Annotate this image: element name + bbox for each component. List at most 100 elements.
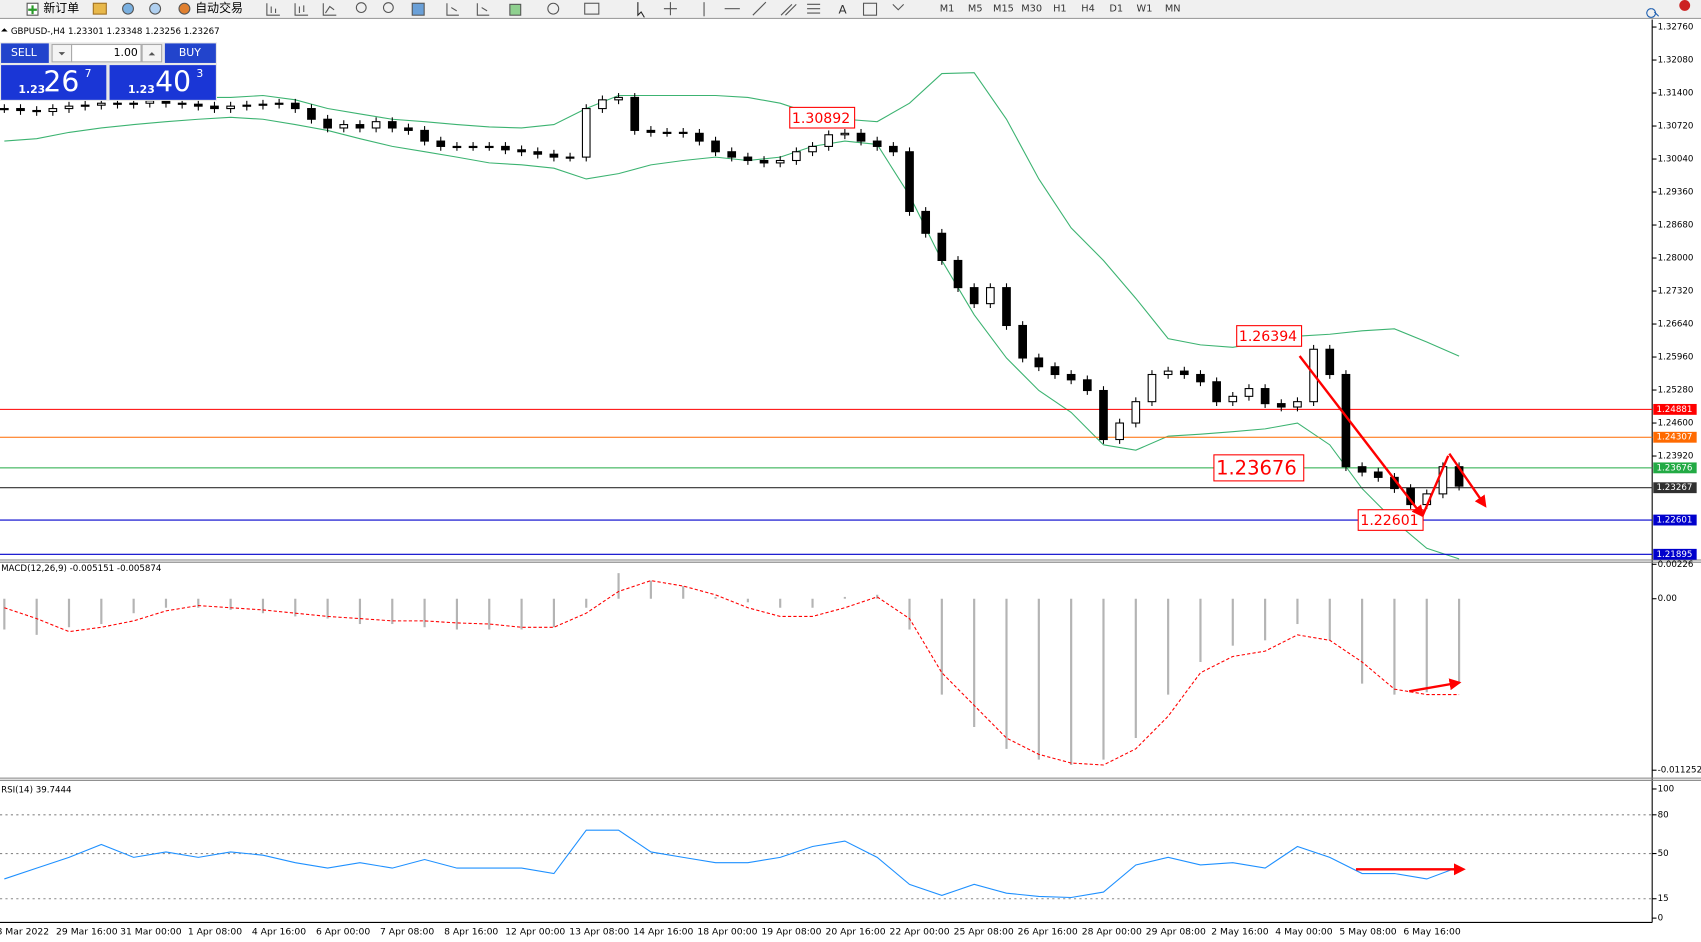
icon-navigator[interactable] xyxy=(149,2,162,15)
icon-candles[interactable] xyxy=(294,3,309,16)
icon-market[interactable] xyxy=(92,2,107,15)
icon-zoom-out[interactable] xyxy=(382,2,394,14)
candle-body xyxy=(145,100,155,104)
buy-button[interactable] xyxy=(164,43,216,63)
icon-tile[interactable] xyxy=(411,2,425,16)
y-tick-label: 0 xyxy=(1658,914,1664,924)
candle-body xyxy=(549,153,559,158)
candle-body xyxy=(48,108,58,113)
timeframe-button[interactable]: W1 xyxy=(1137,4,1153,15)
icon-text-label[interactable] xyxy=(862,2,878,16)
time-label: 25 Apr 08:00 xyxy=(954,927,1014,938)
text-tool[interactable]: A xyxy=(839,2,848,16)
candle-body xyxy=(404,127,413,131)
icon-fibo[interactable] xyxy=(807,3,821,14)
timeframe-button[interactable]: M15 xyxy=(993,4,1014,15)
icon-bars[interactable] xyxy=(266,3,280,16)
time-label: 4 May 00:00 xyxy=(1275,927,1332,938)
candle-body xyxy=(1228,395,1238,403)
y-tick-label: 15 xyxy=(1658,894,1669,904)
icon-line[interactable] xyxy=(322,3,337,16)
time-label: 31 Mar 00:00 xyxy=(120,927,182,938)
candle-body xyxy=(193,103,203,107)
candle-body xyxy=(1163,370,1173,376)
y-tick-label: 50 xyxy=(1658,849,1669,859)
price-level-label: 1.24307 xyxy=(1657,433,1693,443)
candle-body xyxy=(32,109,42,113)
icon-zoom-in[interactable] xyxy=(355,2,367,14)
new-order-button[interactable]: 新订单 xyxy=(43,1,79,15)
timeframe-button[interactable]: D1 xyxy=(1109,4,1123,15)
time-label: 28 Apr 00:00 xyxy=(1082,927,1142,938)
candle-body xyxy=(1147,373,1157,403)
y-tick-label: 1.24600 xyxy=(1658,419,1694,429)
chart-collapse[interactable] xyxy=(1,28,8,32)
timeframe-button[interactable]: M5 xyxy=(968,4,983,15)
candle-body xyxy=(565,156,575,159)
candle-body xyxy=(274,102,284,105)
icon-periods[interactable] xyxy=(547,2,560,15)
candle-body xyxy=(872,140,882,147)
bid-box[interactable] xyxy=(1,65,107,100)
annotation: 1.22601 xyxy=(1360,513,1418,529)
time-axis: 8 Mar 2022 29 Mar 16:00 31 Mar 00:00 1 Apr … xyxy=(0,927,1461,938)
lot-input[interactable] xyxy=(71,43,142,63)
toolbar-icons xyxy=(26,0,1691,18)
icon-account[interactable] xyxy=(1679,0,1691,11)
time-label: 20 Apr 16:00 xyxy=(825,927,885,938)
time-label: 6 May 16:00 xyxy=(1403,927,1460,938)
bid-fraction: 7 xyxy=(85,67,92,80)
timeframe-button[interactable]: MN xyxy=(1165,4,1181,15)
y-tick-label: 1.27320 xyxy=(1658,287,1694,297)
buy-label[interactable]: BUY xyxy=(179,46,201,59)
auto-trading-button[interactable]: 自动交易 xyxy=(195,1,243,15)
sell-label[interactable]: SELL xyxy=(11,46,37,59)
arrow xyxy=(1298,355,1424,518)
icon-templates[interactable] xyxy=(584,2,600,15)
price-level-label: 1.22601 xyxy=(1657,516,1693,526)
candle-body xyxy=(161,100,171,104)
y-tick-label: 0.00 xyxy=(1658,594,1677,604)
candle-body xyxy=(1244,388,1254,397)
candle-body xyxy=(258,103,268,106)
y-tick-label: 1.30720 xyxy=(1658,122,1694,132)
y-tick-label: 1.31400 xyxy=(1658,89,1694,99)
icon-scroll[interactable] xyxy=(446,3,459,16)
candle-body xyxy=(695,132,704,142)
icon-indicators[interactable] xyxy=(509,3,522,16)
icon-crosshair[interactable] xyxy=(663,2,677,16)
time-label: 13 Apr 08:00 xyxy=(569,927,629,938)
candle-body xyxy=(1260,388,1270,405)
icon-channel[interactable] xyxy=(780,3,797,16)
candle-body xyxy=(1212,381,1221,403)
timeframe-button[interactable]: M30 xyxy=(1021,4,1042,15)
plot-area: 1.32760 1.32080 1.31400 1.30720 1.30040 1.293… xyxy=(0,23,1701,924)
ask-box[interactable] xyxy=(109,65,216,100)
chart-header: GBPUSD-,H4 1.23301 1.23348 1.23256 1.232… xyxy=(11,27,220,37)
timeframe-button[interactable]: H4 xyxy=(1081,4,1095,15)
icon-shift[interactable] xyxy=(476,3,490,16)
candle-body xyxy=(533,151,543,155)
timeframe-button[interactable]: M1 xyxy=(940,4,955,15)
timeframe-button[interactable]: H1 xyxy=(1053,4,1067,15)
icon-data[interactable] xyxy=(122,2,134,15)
candle-body xyxy=(840,132,850,136)
lot-value[interactable]: 1.00 xyxy=(114,46,138,59)
candle-body xyxy=(420,129,429,142)
candle-body xyxy=(921,210,931,234)
price-level-label: 1.21895 xyxy=(1657,550,1693,560)
icon-arrows[interactable] xyxy=(892,3,905,11)
candle-body xyxy=(290,102,300,110)
icon-search[interactable] xyxy=(1646,8,1660,18)
candle-body xyxy=(0,108,9,111)
candle-body xyxy=(16,108,25,112)
y-tick-label: 1.32760 xyxy=(1658,23,1694,33)
icon-cursor[interactable] xyxy=(637,2,645,18)
candle-body xyxy=(468,145,478,149)
icon-trendline[interactable] xyxy=(752,1,767,16)
icon-auto-trading[interactable] xyxy=(178,2,191,15)
candle-body xyxy=(80,104,90,107)
sell-button[interactable] xyxy=(1,43,49,63)
